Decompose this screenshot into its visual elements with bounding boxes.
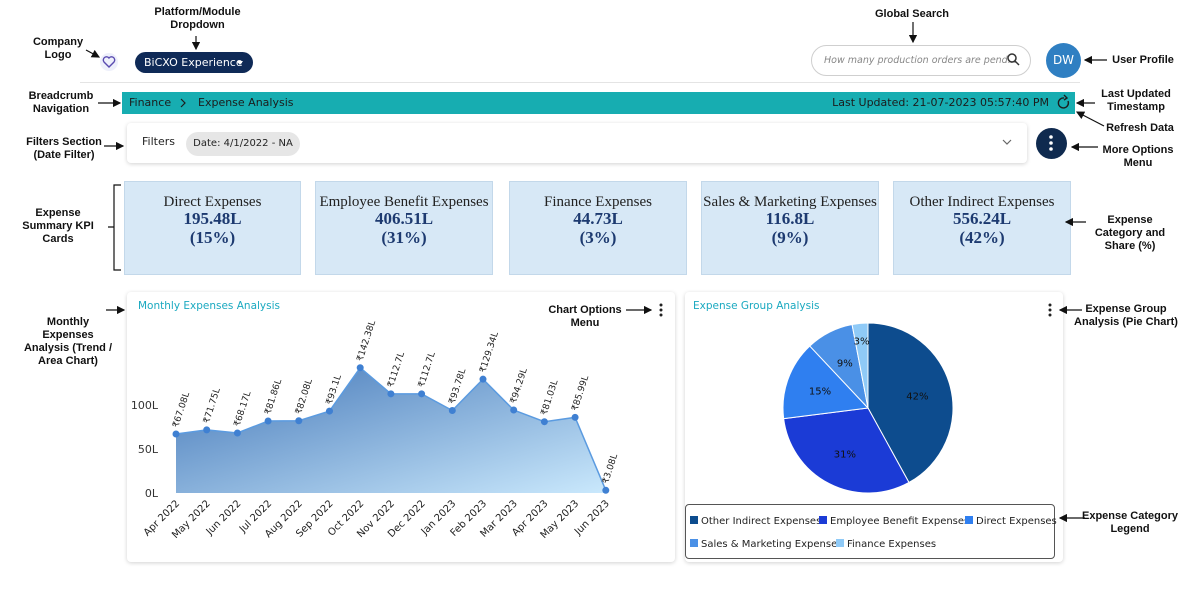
filter-chip[interactable]: Date: 4/1/2022 - NA — [186, 132, 300, 156]
kpi-share: (31%) — [381, 228, 427, 247]
kpi-name: Direct Expenses — [163, 194, 262, 210]
kpi-name: Other Indirect Expenses — [909, 194, 1055, 210]
global-search[interactable]: How many production orders are pend... — [811, 45, 1031, 76]
search-placeholder: How many production orders are pend... — [824, 55, 1017, 66]
kpi-name: Employee Benefit Expenses — [319, 194, 489, 210]
annotation: Monthly Expenses Analysis (Trend / Area … — [23, 316, 113, 367]
kpi-share: (9%) — [771, 228, 809, 247]
kpi-card: Direct Expenses 195.48L (15%) — [124, 181, 301, 275]
annotation: User Profile — [1112, 54, 1174, 66]
breadcrumb-item[interactable]: Finance — [129, 96, 172, 109]
breadcrumb-bar: Finance Expense Analysis Last Updated: 2… — [122, 92, 1075, 114]
annotation: Filters Section (Date Filter) — [26, 136, 102, 161]
annotation: Expense Group Analysis (Pie Chart) — [1074, 303, 1178, 328]
kpi-card: Sales & Marketing Expenses 116.8L (9%) — [701, 181, 879, 275]
group-chart-panel: Expense Group Analysis — [685, 292, 1063, 562]
chart-title: Expense Group Analysis — [693, 300, 820, 312]
annotation: More Options Menu — [1102, 144, 1174, 169]
legend-box — [685, 504, 1055, 559]
avatar-initials: DW — [1052, 53, 1075, 67]
dropdown-label: BiCXO Experience — [144, 56, 243, 69]
kpi-value: 556.24L — [952, 209, 1012, 228]
monthly-chart-panel: Monthly Expenses Analysis Chart Options … — [127, 292, 675, 562]
annotation: Global Search — [875, 8, 949, 20]
more-options-button[interactable] — [1036, 128, 1067, 159]
kpi-card: Other Indirect Expenses 556.24L (42%) — [893, 181, 1071, 275]
annotation: Breadcrumb Navigation — [28, 90, 94, 115]
annotation: Refresh Data — [1106, 122, 1174, 134]
annotation: Expense Category Legend — [1082, 510, 1178, 535]
annotation: Expense Category and Share (%) — [1094, 214, 1166, 252]
user-avatar[interactable]: DW — [1046, 43, 1081, 78]
annotation: Chart Options Menu — [548, 304, 622, 329]
kpi-card: Finance Expenses 44.73L (3%) — [509, 181, 687, 275]
kpi-value: 44.73L — [573, 209, 623, 228]
module-dropdown[interactable]: BiCXO Experience — [135, 52, 253, 73]
annotation: Last Updated Timestamp — [1101, 88, 1171, 113]
header-divider — [80, 82, 1080, 83]
kpi-name: Sales & Marketing Expenses — [703, 194, 877, 210]
company-logo — [100, 53, 118, 71]
kpi-card: Employee Benefit Expenses 406.51L (31%) — [315, 181, 493, 275]
last-updated: Last Updated: 21-07-2023 05:57:40 PM — [832, 96, 1049, 109]
kpi-bracket — [108, 184, 121, 271]
annotation: Company Logo — [32, 36, 84, 61]
kpi-share: (15%) — [189, 228, 236, 247]
filters-label: Filters — [142, 135, 175, 148]
kpi-value: 406.51L — [374, 209, 434, 228]
chart-title: Monthly Expenses Analysis — [138, 300, 281, 312]
annotation: Expense Summary KPI Cards — [22, 207, 94, 245]
kpi-value: 116.8L — [765, 209, 815, 228]
kpi-value: 195.48L — [183, 209, 242, 228]
breadcrumb-item: Expense Analysis — [198, 96, 294, 109]
filter-chip-text: Date: 4/1/2022 - NA — [193, 138, 293, 149]
annotation: Platform/Module Dropdown — [154, 6, 241, 31]
kpi-share: (42%) — [959, 228, 1005, 247]
filters-panel: Filters Date: 4/1/2022 - NA — [127, 123, 1027, 163]
kpi-name: Finance Expenses — [544, 194, 652, 210]
kpi-share: (3%) — [579, 228, 617, 247]
